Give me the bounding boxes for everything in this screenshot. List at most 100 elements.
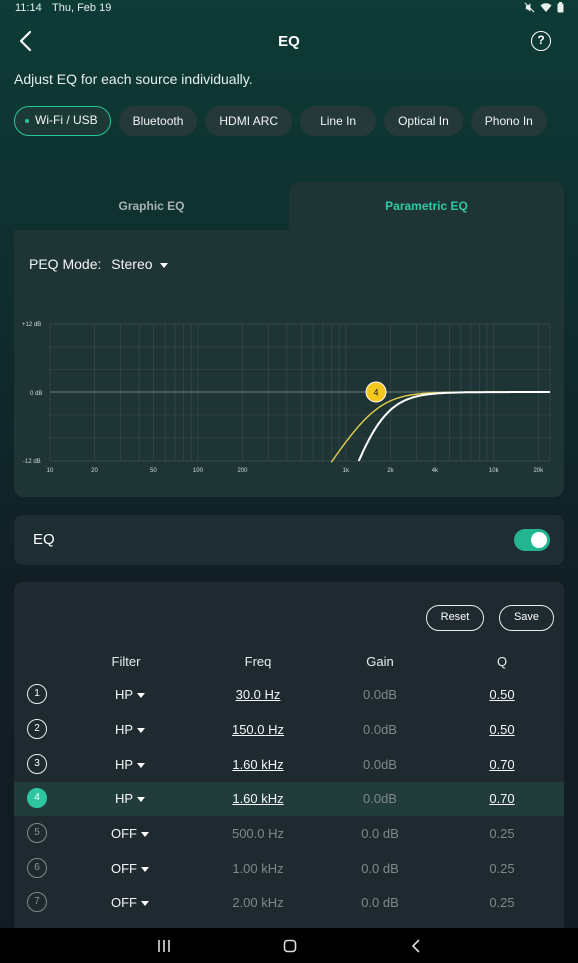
eq-enable-toggle[interactable] <box>514 529 550 551</box>
freq-value: 2.00 kHz <box>232 895 284 910</box>
q-value[interactable]: 0.50 <box>489 722 515 737</box>
q-value: 0.25 <box>489 826 515 841</box>
x-tick-label: 10 <box>47 468 54 474</box>
column-header-freq: Freq <box>244 654 272 669</box>
x-tick-label: 50 <box>150 468 157 474</box>
filter-type-value: OFF <box>111 861 137 876</box>
band-4-marker[interactable] <box>365 381 387 403</box>
status-bar: 11:14 Thu, Feb 19 <box>0 0 578 18</box>
header: EQ ? <box>0 24 578 58</box>
y-label-minus12: -12 dB <box>23 459 41 465</box>
filter-row-4[interactable]: 4 HP 1.60 kHz 0.0dB 0.70 <box>14 782 564 816</box>
dropdown-caret-icon <box>141 832 149 838</box>
filter-type-value: OFF <box>111 895 137 910</box>
back-nav-icon[interactable] <box>406 937 428 955</box>
filter-row-5[interactable]: 5 OFF 500.0 Hz 0.0 dB 0.25 <box>14 817 564 851</box>
filter-type-dropdown[interactable]: OFF <box>111 861 149 876</box>
gain-value: 0.0dB <box>363 791 397 806</box>
x-tick-label: 4k <box>432 468 439 474</box>
peq-mode-selector[interactable]: PEQ Mode: Stereo <box>29 256 169 272</box>
source-chip-bluetooth[interactable]: Bluetooth <box>118 106 198 136</box>
filter-table-card: Reset Save Filter Freq Gain Q 1 HP 30.0 … <box>14 582 564 963</box>
page-title: EQ <box>278 33 300 50</box>
gain-value: 0.0dB <box>363 687 397 702</box>
q-value: 0.25 <box>489 861 515 876</box>
x-tick-label: 1k <box>343 468 350 474</box>
column-header-filter: Filter <box>111 654 141 669</box>
recent-apps-icon[interactable] <box>153 937 175 955</box>
status-time: 11:14 <box>15 2 42 14</box>
filter-type-value: HP <box>114 757 134 772</box>
filter-row-3[interactable]: 3 HP 1.60 kHz 0.0dB 0.70 <box>14 748 564 782</box>
source-chip-phono-in[interactable]: Phono In <box>470 106 547 136</box>
toggle-knob <box>531 532 547 548</box>
freq-value[interactable]: 150.0 Hz <box>231 722 285 737</box>
q-value[interactable]: 0.50 <box>489 687 515 702</box>
freq-value[interactable]: 1.60 kHz <box>232 791 284 806</box>
filter-row-1[interactable]: 1 HP 30.0 Hz 0.0dB 0.50 <box>14 678 564 712</box>
source-chip-wifi-usb[interactable]: Wi-Fi / USB <box>14 106 111 136</box>
freq-value[interactable]: 1.60 kHz <box>232 757 284 772</box>
q-value[interactable]: 0.70 <box>489 757 515 772</box>
filter-row-2[interactable]: 2 HP 150.0 Hz 0.0dB 0.50 <box>14 713 564 747</box>
tab-graphic-eq[interactable]: Graphic EQ <box>118 199 185 213</box>
q-value[interactable]: 0.70 <box>489 791 515 806</box>
help-button[interactable]: ? <box>531 31 551 51</box>
graph-x-labels: 10 20 50 100 200 1k 2k 4k 10k 20k <box>47 468 544 474</box>
q-value: 0.25 <box>489 895 515 910</box>
x-tick-label: 100 <box>193 468 204 474</box>
filter-type-value: HP <box>114 791 134 806</box>
filter-type-dropdown[interactable]: HP <box>114 791 146 806</box>
reset-button[interactable]: Reset <box>426 605 484 631</box>
filter-type-value: HP <box>114 687 134 702</box>
system-nav-bar <box>0 928 578 963</box>
freq-value[interactable]: 30.0 Hz <box>235 687 281 702</box>
x-tick-label: 2k <box>387 468 394 474</box>
status-date: Thu, Feb 19 <box>52 2 112 14</box>
status-icons <box>524 2 564 13</box>
eq-tabs: Graphic EQ Parametric EQ <box>14 182 564 230</box>
source-selector: Wi-Fi / USB Bluetooth HDMI ARC Line In O… <box>14 106 547 136</box>
chevron-left-icon <box>19 30 32 52</box>
filter-type-dropdown[interactable]: OFF <box>111 895 149 910</box>
filter-type-dropdown[interactable]: HP <box>115 722 146 737</box>
dropdown-caret-icon <box>160 262 169 268</box>
active-dot-icon <box>25 118 29 123</box>
eq-toggle-card: EQ <box>14 515 564 565</box>
source-chip-label: Wi-Fi / USB <box>35 113 98 127</box>
back-button[interactable] <box>14 28 38 54</box>
subtitle: Adjust EQ for each source individually. <box>14 71 253 87</box>
gain-value: 0.0dB <box>363 722 397 737</box>
filter-row-7[interactable]: 7 OFF 2.00 kHz 0.0 dB 0.25 <box>14 886 564 920</box>
y-label-zero: 0 dB <box>30 391 42 397</box>
eq-frequency-response-graph[interactable]: +12 dB 0 dB -12 dB 10 20 50 100 200 1k 2k 4k 10k… <box>14 310 564 480</box>
band-number-badge: 4 <box>27 788 47 808</box>
dropdown-caret-icon <box>141 867 149 873</box>
y-label-plus12: +12 dB <box>22 322 41 328</box>
filter-type-dropdown[interactable]: OFF <box>111 826 149 841</box>
selected-filter-curve <box>330 391 550 463</box>
filter-type-dropdown[interactable]: HP <box>114 687 146 702</box>
source-chip-line-in[interactable]: Line In <box>300 106 377 136</box>
dropdown-caret-icon <box>137 763 146 769</box>
filter-type-dropdown[interactable]: HP <box>114 757 146 772</box>
source-chip-hdmi-arc[interactable]: HDMI ARC <box>205 106 293 136</box>
band-number-badge: 1 <box>27 684 47 704</box>
x-tick-label: 20k <box>533 468 544 474</box>
wifi-icon <box>540 3 552 12</box>
band-number-badge: 5 <box>27 823 47 843</box>
filter-type-value: OFF <box>111 826 137 841</box>
save-button[interactable]: Save <box>499 605 554 631</box>
home-icon[interactable] <box>279 937 301 955</box>
source-chip-optical-in[interactable]: Optical In <box>384 106 463 136</box>
tab-parametric-eq[interactable]: Parametric EQ <box>289 182 564 230</box>
peq-mode-value: Stereo <box>111 256 153 272</box>
band-number-badge: 6 <box>27 858 47 878</box>
freq-value: 500.0 Hz <box>231 826 285 841</box>
peq-mode-label: PEQ Mode: <box>29 256 102 272</box>
x-tick-label: 10k <box>489 468 500 474</box>
filter-row-6[interactable]: 6 OFF 1.00 kHz 0.0 dB 0.25 <box>14 852 564 886</box>
eq-toggle-label: EQ <box>33 531 55 548</box>
x-tick-label: 200 <box>237 468 248 474</box>
dropdown-caret-icon <box>137 797 146 803</box>
